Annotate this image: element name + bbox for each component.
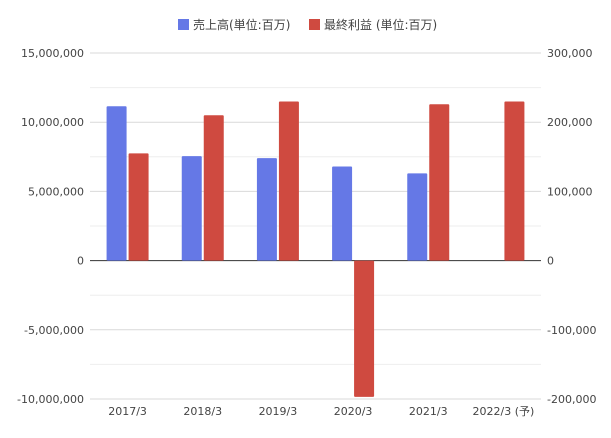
bar-sales	[407, 173, 428, 261]
right-axis-tick-label: 100,000	[547, 185, 593, 198]
right-axis-tick-label: 0	[547, 255, 554, 268]
legend-swatch	[309, 19, 320, 30]
x-axis-tick-label: 2020/3	[334, 405, 373, 418]
gridlines	[90, 52, 541, 400]
right-axis-tick-label: 300,000	[547, 47, 593, 60]
left-axis-tick-label: -5,000,000	[24, 324, 84, 337]
left-axis-tick-label: 15,000,000	[21, 47, 84, 60]
bar-sales	[256, 158, 277, 261]
bar-sales	[106, 106, 127, 261]
bar-net-income	[354, 260, 375, 397]
bar-net-income	[203, 115, 224, 261]
bars	[106, 101, 525, 397]
bar-net-income	[278, 101, 299, 261]
bar-net-income	[128, 153, 149, 261]
x-axis-tick-label: 2021/3	[409, 405, 448, 418]
legend-label: 最終利益 (単位:百万)	[324, 17, 437, 32]
bar-sales	[181, 156, 202, 261]
left-axis-tick-label: 10,000,000	[21, 116, 84, 129]
left-axis-tick-label: 5,000,000	[28, 185, 84, 198]
right-axis-tick-label: -100,000	[547, 324, 596, 337]
right-axis-tick-label: -200,000	[547, 393, 596, 406]
legend-swatch	[178, 19, 189, 30]
left-axis-tick-label: -10,000,000	[17, 393, 84, 406]
bar-sales	[332, 166, 353, 261]
x-axis-tick-label: 2022/3 (予)	[473, 405, 535, 418]
x-axis-tick-label: 2019/3	[259, 405, 298, 418]
legend-label: 売上高(単位:百万)	[193, 17, 290, 32]
right-axis-tick-label: 200,000	[547, 116, 593, 129]
legend: 売上高(単位:百万) 最終利益 (単位:百万)	[178, 17, 437, 32]
x-axis-tick-label: 2017/3	[108, 405, 147, 418]
x-axis-tick-label: 2018/3	[183, 405, 222, 418]
axes: -10,000,000 -5,000,000 0 5,000,000 10,000,00…	[17, 47, 596, 418]
left-axis-tick-label: 0	[77, 255, 84, 268]
bar-net-income	[429, 104, 450, 261]
bar-net-income	[504, 101, 525, 261]
